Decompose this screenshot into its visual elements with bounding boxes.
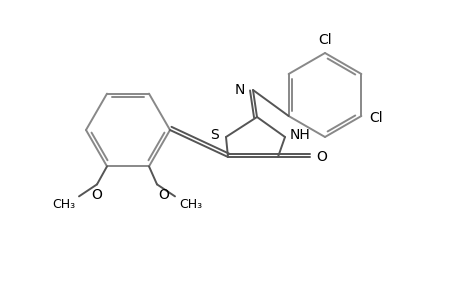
Text: O: O bbox=[157, 188, 168, 203]
Text: N: N bbox=[234, 83, 245, 97]
Text: Cl: Cl bbox=[369, 111, 382, 125]
Text: Cl: Cl bbox=[318, 33, 331, 47]
Text: O: O bbox=[315, 150, 326, 164]
Text: S: S bbox=[210, 128, 218, 142]
Text: NH: NH bbox=[289, 128, 310, 142]
Text: O: O bbox=[91, 188, 102, 203]
Text: CH₃: CH₃ bbox=[52, 198, 75, 212]
Text: CH₃: CH₃ bbox=[179, 198, 202, 212]
